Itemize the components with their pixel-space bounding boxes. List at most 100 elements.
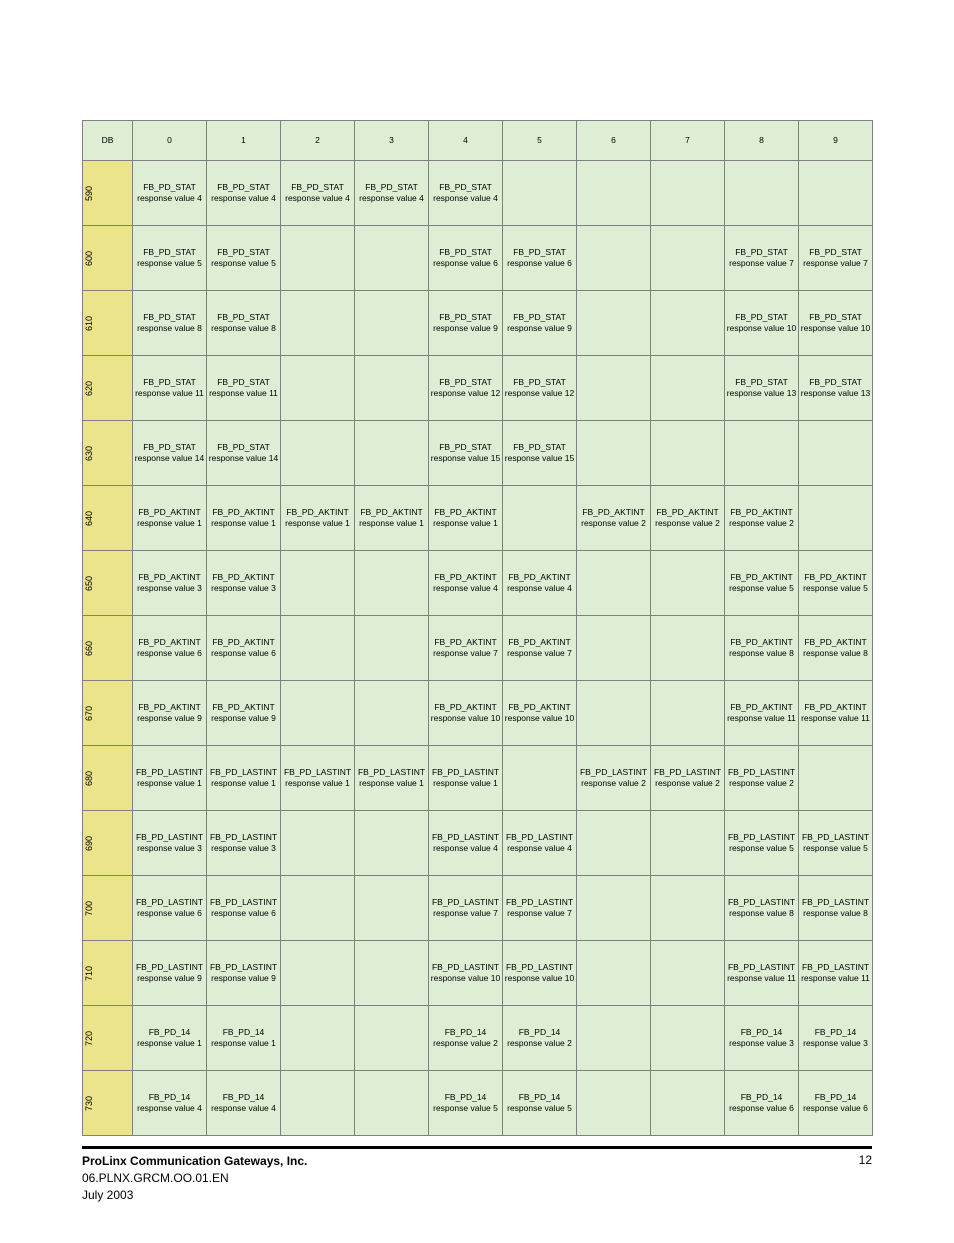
- empty-cell: [355, 1071, 429, 1136]
- empty-cell: [577, 161, 651, 226]
- data-cell: FB_PD_AKTINTresponse value 7: [503, 616, 577, 681]
- empty-cell: [651, 876, 725, 941]
- data-cell: FB_PD_AKTINTresponse value 7: [429, 616, 503, 681]
- empty-cell: [577, 876, 651, 941]
- empty-cell: [651, 616, 725, 681]
- data-cell: FB_PD_LASTINT response value 11: [799, 941, 873, 1006]
- empty-cell: [799, 421, 873, 486]
- data-cell: FB_PD_14response value 3: [799, 1006, 873, 1071]
- empty-cell: [651, 941, 725, 1006]
- data-cell: FB_PD_STATresponse value 13: [799, 356, 873, 421]
- data-cell: FB_PD_STATresponse value 14: [133, 421, 207, 486]
- empty-cell: [577, 291, 651, 356]
- data-cell: FB_PD_STATresponse value 10: [725, 291, 799, 356]
- data-cell: FB_PD_14response value 6: [725, 1071, 799, 1136]
- db-cell: 670: [83, 681, 133, 746]
- db-cell: 730: [83, 1071, 133, 1136]
- data-cell: FB_PD_STATresponse value 7: [799, 226, 873, 291]
- data-cell: FB_PD_STATresponse value 6: [503, 226, 577, 291]
- data-cell: FB_PD_AKTINTresponse value 10: [503, 681, 577, 746]
- data-cell: FB_PD_LASTINT response value 4: [503, 811, 577, 876]
- data-cell: FB_PD_STATresponse value 8: [207, 291, 281, 356]
- data-cell: FB_PD_AKTINTresponse value 6: [207, 616, 281, 681]
- empty-cell: [725, 161, 799, 226]
- empty-cell: [725, 421, 799, 486]
- col-header-9: 9: [799, 121, 873, 161]
- data-cell: FB_PD_STATresponse value 9: [429, 291, 503, 356]
- data-cell: FB_PD_AKTINTresponse value 1: [355, 486, 429, 551]
- empty-cell: [355, 551, 429, 616]
- data-cell: FB_PD_STATresponse value 6: [429, 226, 503, 291]
- data-cell: FB_PD_LASTINT response value 5: [799, 811, 873, 876]
- table-row: 700FB_PD_LASTINT response value 6FB_PD_L…: [83, 876, 873, 941]
- data-cell: FB_PD_LASTINTresponse value 8: [725, 876, 799, 941]
- table-row: 710FB_PD_LASTINT response value 9FB_PD_L…: [83, 941, 873, 1006]
- empty-cell: [355, 421, 429, 486]
- footer-page: 12: [859, 1153, 872, 1203]
- data-cell: FB_PD_STATresponse value 12: [429, 356, 503, 421]
- data-cell: FB_PD_STATresponse value 7: [725, 226, 799, 291]
- data-cell: FB_PD_LASTINT response value 3: [133, 811, 207, 876]
- data-cell: FB_PD_AKTINTresponse value 11: [799, 681, 873, 746]
- table-row: 670FB_PD_AKTINTresponse value 9FB_PD_AKT…: [83, 681, 873, 746]
- data-cell: FB_PD_AKTINTresponse value 5: [799, 551, 873, 616]
- empty-cell: [799, 161, 873, 226]
- empty-cell: [503, 746, 577, 811]
- data-cell: FB_PD_AKTINTresponse value 1: [133, 486, 207, 551]
- table-row: 600FB_PD_STATresponse value 5 FB_PD_STATr…: [83, 226, 873, 291]
- empty-cell: [577, 1071, 651, 1136]
- data-cell: FB_PD_STATresponse value 13: [725, 356, 799, 421]
- data-cell: FB_PD_AKTINTresponse value 2: [577, 486, 651, 551]
- data-cell: FB_PD_14response value 3: [725, 1006, 799, 1071]
- empty-cell: [281, 941, 355, 1006]
- data-cell: FB_PD_STATresponse value 4: [207, 161, 281, 226]
- data-cell: FB_PD_STATresponse value 4: [133, 161, 207, 226]
- table-body: 590FB_PD_STATresponse value 4FB_PD_STATr…: [83, 161, 873, 1136]
- col-header-8: 8: [725, 121, 799, 161]
- db-cell: 650: [83, 551, 133, 616]
- data-cell: FB_PD_AKTINTresponse value 3: [133, 551, 207, 616]
- empty-cell: [281, 291, 355, 356]
- db-cell: 590: [83, 161, 133, 226]
- empty-cell: [355, 616, 429, 681]
- col-header-1: 1: [207, 121, 281, 161]
- db-cell: 680: [83, 746, 133, 811]
- db-cell: 600: [83, 226, 133, 291]
- empty-cell: [281, 681, 355, 746]
- data-cell: FB_PD_AKTINTresponse value 1: [429, 486, 503, 551]
- data-cell: FB_PD_LASTINT response value 7: [429, 876, 503, 941]
- empty-cell: [355, 811, 429, 876]
- data-cell: FB_PD_STATresponse value 4: [281, 161, 355, 226]
- data-cell: FB_PD_AKTINTresponse value 1: [207, 486, 281, 551]
- table-row: 650FB_PD_AKTINTresponse value 3 FB_PD_AKT…: [83, 551, 873, 616]
- footer-doc: 06.PLNX.GRCM.OO.01.EN: [82, 1171, 229, 1185]
- db-cell: 660: [83, 616, 133, 681]
- data-cell: FB_PD_LASTINT response value 2: [651, 746, 725, 811]
- col-header-4: 4: [429, 121, 503, 161]
- data-cell: FB_PD_STATresponse value 4: [355, 161, 429, 226]
- data-cell: FB_PD_STATresponse value 15: [503, 421, 577, 486]
- empty-cell: [577, 941, 651, 1006]
- empty-cell: [799, 746, 873, 811]
- db-cell: 610: [83, 291, 133, 356]
- data-cell: FB_PD_STATresponse value 11: [133, 356, 207, 421]
- empty-cell: [651, 811, 725, 876]
- data-cell: FB_PD_LASTINT response value 1: [355, 746, 429, 811]
- col-header-6: 6: [577, 121, 651, 161]
- data-cell: FB_PD_STATresponse value 5: [133, 226, 207, 291]
- data-cell: FB_PD_STATresponse value 8: [133, 291, 207, 356]
- table-header: DB0123456789: [83, 121, 873, 161]
- empty-cell: [577, 616, 651, 681]
- data-cell: FB_PD_LASTINT response value 10: [429, 941, 503, 1006]
- data-cell: FB_PD_LASTINT response value 2: [577, 746, 651, 811]
- db-cell: 720: [83, 1006, 133, 1071]
- data-cell: FB_PD_STATresponse value 10: [799, 291, 873, 356]
- data-cell: FB_PD_LASTINTresponse value 11: [725, 941, 799, 1006]
- col-header-3: 3: [355, 121, 429, 161]
- col-header-2: 2: [281, 121, 355, 161]
- col-header-5: 5: [503, 121, 577, 161]
- empty-cell: [577, 226, 651, 291]
- empty-cell: [503, 161, 577, 226]
- empty-cell: [281, 1071, 355, 1136]
- empty-cell: [651, 226, 725, 291]
